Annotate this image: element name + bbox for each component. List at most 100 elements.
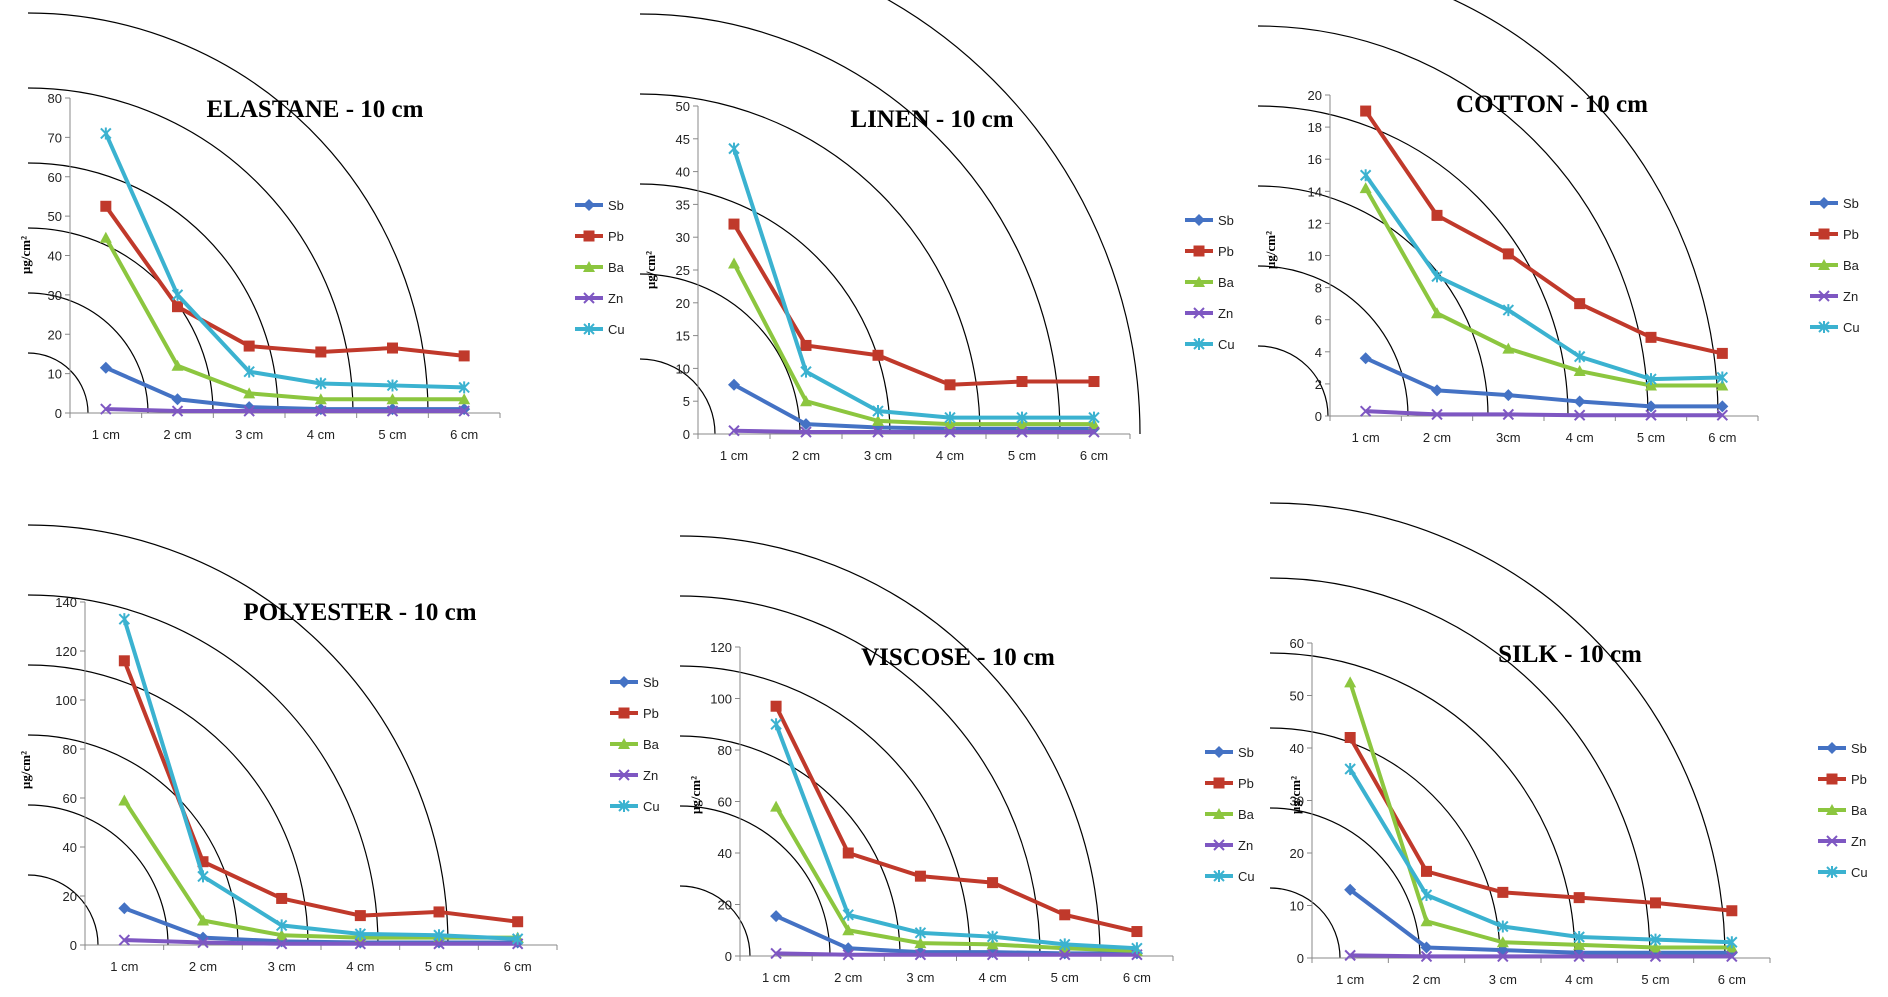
series-line [1348,736,1733,913]
series-cu [770,718,1143,955]
legend-label: Zn [643,768,658,783]
data-point [1497,886,1509,898]
series-line [105,407,465,414]
legend: Sb Pb Ba Zn Cu [575,198,625,337]
y-tick-label: 120 [710,640,732,655]
data-point [1131,926,1143,938]
data-point [1420,915,1433,927]
data-point [1059,938,1071,951]
y-tick-label: 100 [710,692,732,707]
range-arcs [679,535,1101,957]
y-tick-label: 0 [683,427,690,442]
data-point [1649,950,1662,963]
data-point [1359,182,1372,194]
range-arc [27,874,99,946]
x-tick-label: 1 cm [762,970,790,985]
data-point [1420,889,1433,901]
range-arc [27,804,169,946]
data-point [872,414,884,426]
legend-marker [583,230,595,242]
data-point [914,937,927,949]
chart-title: ELASTANE - 10 cm [207,96,424,123]
x-tick-label: 2 cm [792,448,820,463]
series-line [732,223,1094,387]
y-tick-label: 20 [48,327,62,342]
legend-marker [1826,742,1838,754]
series-line [124,938,518,946]
data-point [511,932,524,945]
y-tick-label: 8 [1315,281,1322,296]
data-point [1359,169,1372,182]
range-arc [639,358,716,435]
x-tick-label: 1 cm [720,448,748,463]
legend-marker [583,323,595,335]
legend-marker [1193,276,1205,287]
legend-marker [618,738,630,749]
data-point [99,231,112,243]
data-point [986,949,999,961]
data-point [458,350,470,362]
legend-label: Ba [1238,807,1255,822]
legend-marker [1826,773,1838,785]
y-axis-label: µg/cm² [1263,231,1278,269]
data-point [1645,409,1657,421]
x-tick-label: 3 cm [235,427,263,442]
series-line [774,705,1138,934]
x-tick-label: 4 cm [936,448,964,463]
range-arc [27,664,309,946]
data-point [728,257,740,269]
data-point [118,655,130,667]
range-arc [639,183,891,435]
legend-label: Pb [643,706,659,721]
data-point [1359,405,1372,417]
data-point [728,218,740,230]
y-tick-label: 14 [1308,184,1322,199]
legend: Sb Pb Ba Zn Cu [1205,745,1255,884]
legend-marker [1213,746,1225,758]
data-point [1344,732,1356,743]
series-ba [99,231,471,405]
series-zn [728,425,1100,438]
data-point [1573,395,1586,408]
legend-marker [1193,307,1205,319]
y-tick-label: 40 [48,249,62,264]
x-tick-label: 5 cm [1641,972,1669,987]
y-tick-label: 80 [63,742,77,757]
data-point [1645,400,1657,413]
x-tick-label: 4 cm [1566,430,1594,445]
y-tick-label: 20 [1290,846,1304,861]
series-pb [728,218,1100,391]
legend-marker [618,676,630,688]
data-point [842,847,854,859]
series-cu [1359,169,1729,386]
series-line [104,236,465,402]
data-point [1431,384,1443,397]
data-point [433,929,445,942]
y-tick-label: 50 [1290,689,1304,704]
data-point [171,288,184,301]
chart-panel: 0 20 40 60 80 100 120 1 cm 2 cm 3 cm 4 cm 5 cm 6 cm V… [679,535,1255,985]
legend-marker [1818,259,1830,270]
data-point [1088,411,1100,424]
legend-label: Pb [608,229,624,244]
range-arc [1269,727,1501,959]
legend-label: Sb [643,675,659,690]
y-tick-label: 4 [1315,345,1322,360]
data-point [171,359,184,371]
series-sb [1359,352,1729,413]
series-line [774,805,1137,953]
legend-label: Zn [1218,306,1233,321]
data-point [944,411,956,424]
data-point [458,405,470,417]
x-tick-label: 3cm [1496,430,1521,445]
x-tick-label: 5 cm [1051,970,1079,985]
series-zn [1359,405,1729,421]
y-tick-label: 12 [1308,216,1322,231]
series-sb [728,378,1100,435]
y-tick-label: 0 [1315,409,1322,424]
y-tick-label: 6 [1315,313,1322,328]
data-point [1716,347,1728,359]
legend-marker [618,707,630,719]
data-point [728,425,740,437]
y-axis-label: µg/cm² [688,776,703,814]
